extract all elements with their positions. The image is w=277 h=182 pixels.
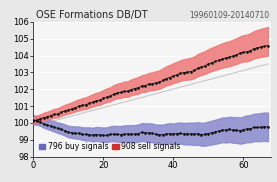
Text: OSE Formations DB/DT: OSE Formations DB/DT <box>36 11 147 21</box>
Legend: 796 buy signals, 908 sell signals: 796 buy signals, 908 sell signals <box>37 141 182 153</box>
Text: 19960109-20140710: 19960109-20140710 <box>189 11 269 21</box>
